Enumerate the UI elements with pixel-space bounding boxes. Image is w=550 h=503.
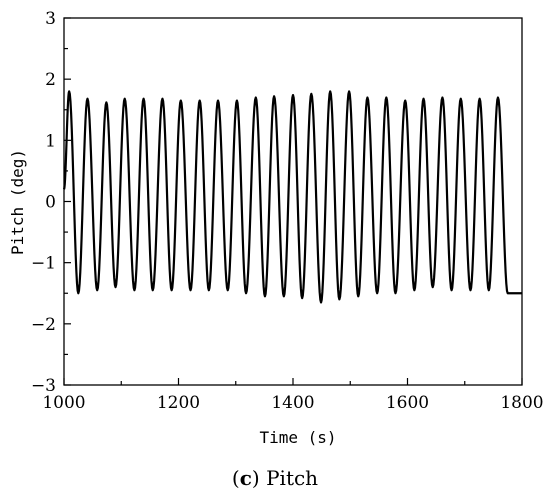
y-tick-label: 0 (45, 193, 56, 213)
y-axis-label: Pitch (deg) (8, 149, 27, 255)
series-layer (62, 90, 523, 304)
y-tick-label: 2 (45, 70, 56, 90)
ticks-layer: 1000 1200 1400 1600 1800 −3 −2 −1 0 1 2 3 (31, 9, 544, 413)
y-tick-label: 1 (45, 131, 56, 151)
y-tick-label: −1 (31, 254, 56, 274)
figure-caption: (c) Pitch (231, 466, 319, 490)
x-tick-label: 1000 (42, 393, 85, 413)
y-tick-label: −2 (31, 315, 56, 335)
plot-frame (63, 17, 523, 386)
caption-letter: c (239, 466, 252, 490)
x-tick-label: 1800 (500, 393, 543, 413)
x-axis-label: Time (s) (259, 428, 336, 447)
y-tick-label: −3 (31, 376, 56, 396)
caption-text: Pitch (266, 466, 319, 490)
x-tick-label: 1400 (271, 393, 314, 413)
x-tick-label: 1600 (386, 393, 429, 413)
x-tick-label: 1200 (157, 393, 200, 413)
axes-layer (63, 17, 523, 386)
pitch-series-line (62, 90, 523, 304)
y-tick-label: 3 (45, 9, 56, 29)
